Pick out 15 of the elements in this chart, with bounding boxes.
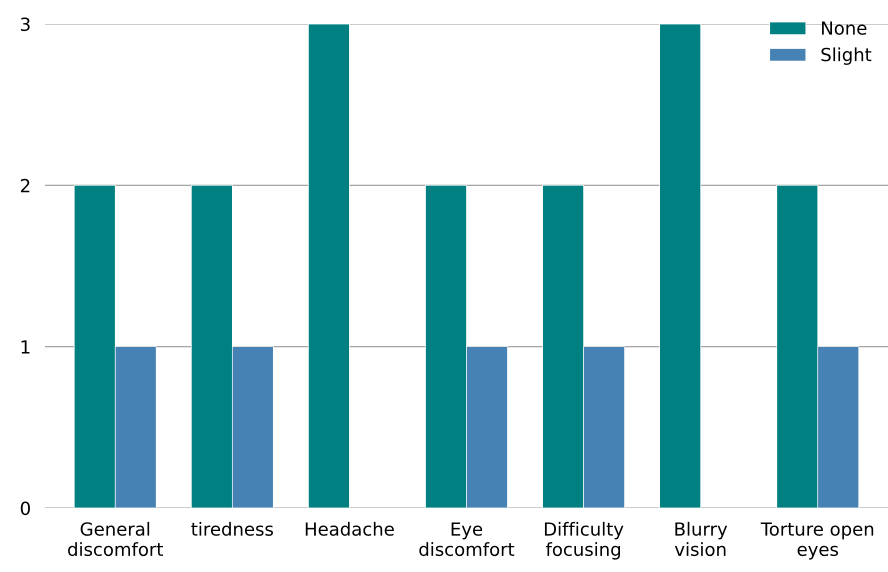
y-tick-label: 3 xyxy=(21,17,30,32)
x-tick-label: Blurry vision xyxy=(674,522,728,556)
y-tick-label: 1 xyxy=(22,340,30,354)
x-tick-label: Torture open eyes xyxy=(760,522,874,560)
legend-label: None xyxy=(822,21,866,35)
x-tick-label: tiredness xyxy=(191,522,273,536)
x-tick-label: Eye discomfort xyxy=(419,522,514,556)
x-tick-label: Difficulty focusing xyxy=(544,522,624,560)
bar xyxy=(659,24,702,508)
x-tick-label: Headache xyxy=(306,522,394,536)
bar xyxy=(308,24,350,508)
x-tick-label: General discomfort xyxy=(68,522,163,556)
y-tick-label: 2 xyxy=(20,178,30,192)
y-tick-label: 0 xyxy=(20,501,30,516)
legend-label: Slight xyxy=(821,47,872,65)
